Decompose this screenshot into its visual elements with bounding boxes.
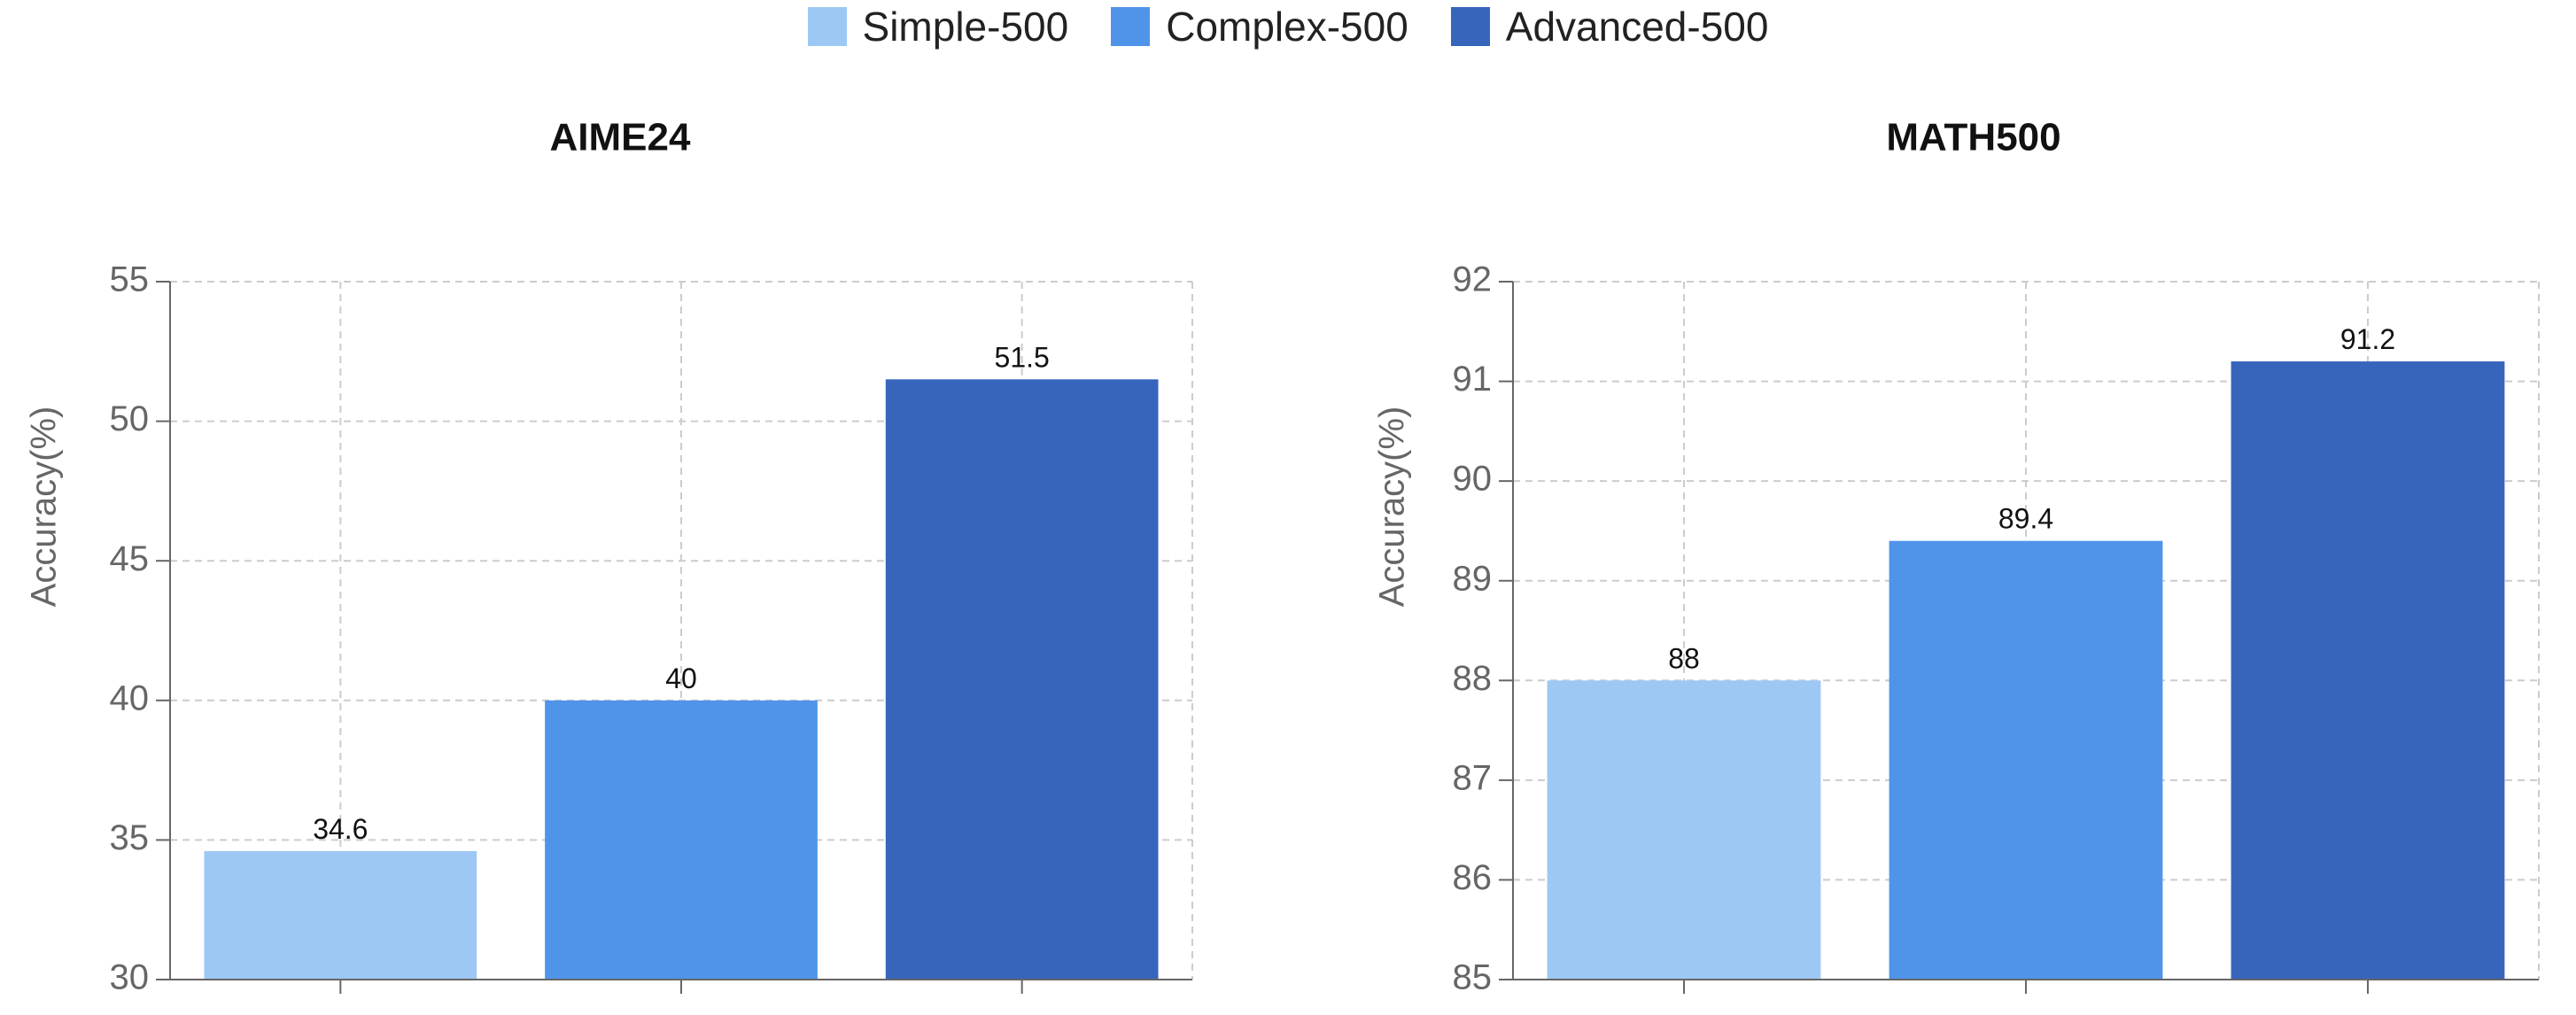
- y-tick-label: 40: [110, 678, 150, 717]
- bar-complex-500: [1889, 540, 2163, 980]
- y-tick-label: 50: [110, 399, 150, 438]
- chart-title: AIME24: [550, 116, 691, 159]
- y-axis-title: Accuracy(%): [1373, 407, 1412, 608]
- y-tick-label: 30: [110, 958, 150, 997]
- y-tick-label: 85: [1453, 958, 1493, 997]
- data-label-complex-500: 89.4: [1998, 503, 2053, 535]
- legend-swatch-complex-500: [1111, 7, 1151, 46]
- data-label-advanced-500: 51.5: [995, 341, 1050, 373]
- legend-label-simple-500: Simple-500: [862, 4, 1069, 50]
- bar-advanced-500: [2231, 361, 2505, 980]
- legend-label-complex-500: Complex-500: [1166, 4, 1408, 50]
- chart-math500: MATH500 85 86 87 88 89 90 91 92 88 89.4 91.2 Accurac…: [1373, 116, 2540, 997]
- legend-item-complex-500: Complex-500: [1111, 3, 1408, 50]
- chart-title: MATH500: [1886, 116, 2060, 159]
- data-label-advanced-500: 91.2: [2340, 323, 2395, 355]
- y-tick-label: 55: [110, 260, 150, 299]
- y-tick-label: 92: [1453, 260, 1493, 299]
- bar-complex-500: [545, 700, 818, 980]
- legend-swatch-simple-500: [807, 7, 847, 46]
- y-tick-label: 89: [1453, 559, 1493, 598]
- data-label-simple-500: 34.6: [313, 813, 368, 845]
- y-tick-label: 90: [1453, 460, 1493, 499]
- bar-advanced-500: [885, 379, 1159, 980]
- legend-item-simple-500: Simple-500: [807, 3, 1069, 50]
- data-label-simple-500: 88: [1668, 642, 1700, 674]
- legend-label-advanced-500: Advanced-500: [1505, 4, 1769, 50]
- y-tick-label: 35: [110, 818, 150, 857]
- bar-simple-500: [1547, 680, 1821, 980]
- y-axis-title: Accuracy(%): [25, 407, 64, 608]
- legend-swatch-advanced-500: [1450, 7, 1490, 46]
- chart-aime24: AIME24 30 35 40 45 50 55 34.6 40 51.5 Accuracy(%): [25, 116, 1193, 997]
- legend: Simple-500 Complex-500 Advanced-500: [0, 0, 2576, 53]
- y-tick-label: 45: [110, 539, 150, 578]
- bar-simple-500: [204, 851, 477, 980]
- y-tick-label: 86: [1453, 858, 1493, 897]
- y-tick-label: 91: [1453, 360, 1493, 399]
- y-tick-label: 87: [1453, 758, 1493, 797]
- data-label-complex-500: 40: [665, 662, 697, 694]
- y-tick-label: 88: [1453, 659, 1493, 698]
- legend-item-advanced-500: Advanced-500: [1450, 3, 1769, 50]
